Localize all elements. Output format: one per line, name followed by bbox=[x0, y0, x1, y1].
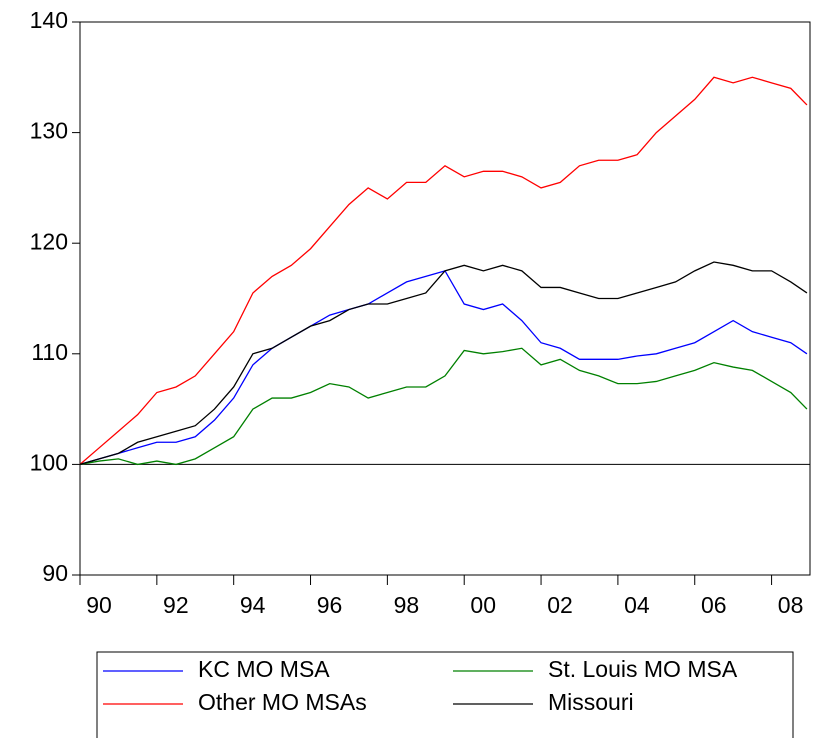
x-tick-label: 00 bbox=[470, 592, 496, 618]
x-tick-label: 08 bbox=[778, 592, 804, 618]
plot-frame bbox=[79, 21, 811, 576]
x-tick-label: 90 bbox=[86, 592, 112, 618]
series-line bbox=[79, 261, 808, 466]
x-tick-label: 98 bbox=[394, 592, 420, 618]
legend-box bbox=[96, 651, 794, 738]
series-line bbox=[79, 270, 808, 466]
x-tick-label: 02 bbox=[547, 592, 573, 618]
legend-label: Other MO MSAs bbox=[198, 689, 367, 715]
y-tick-label: 130 bbox=[30, 118, 68, 144]
legend-label: St. Louis MO MSA bbox=[548, 656, 738, 682]
x-tick-label: 96 bbox=[317, 592, 343, 618]
y-tick-label: 110 bbox=[31, 339, 68, 365]
x-tick-label: 92 bbox=[163, 592, 189, 618]
series-line bbox=[79, 347, 808, 466]
y-tick-label: 140 bbox=[30, 7, 68, 33]
legend-label: KC MO MSA bbox=[198, 656, 330, 682]
y-tick-label: 120 bbox=[30, 228, 68, 254]
y-tick-label: 90 bbox=[42, 560, 68, 586]
series-line bbox=[79, 76, 808, 465]
x-tick-label: 94 bbox=[240, 592, 266, 618]
legend-label: Missouri bbox=[548, 689, 634, 715]
y-tick-label: 100 bbox=[30, 449, 68, 475]
x-tick-label: 06 bbox=[701, 592, 727, 618]
x-tick-label: 04 bbox=[624, 592, 650, 618]
